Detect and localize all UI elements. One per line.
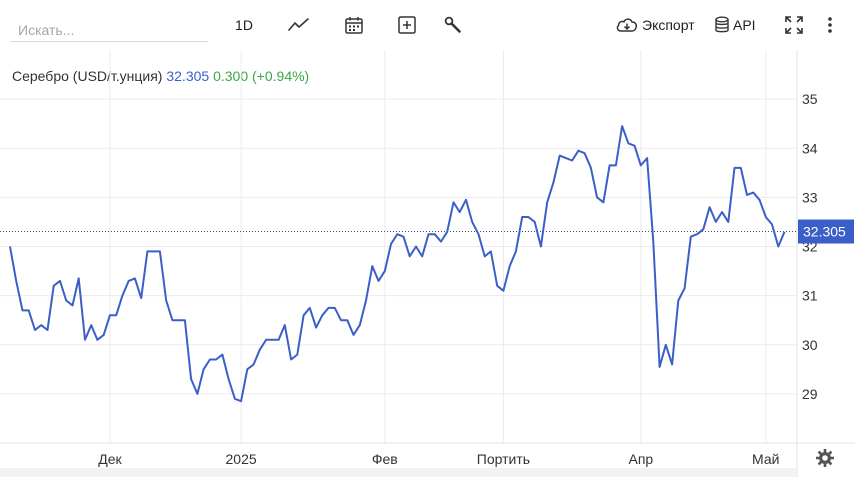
export-button[interactable]: Экспорт bbox=[642, 17, 695, 33]
y-tick-label: 34 bbox=[802, 140, 818, 156]
fullscreen-icon[interactable] bbox=[781, 11, 807, 39]
gear-icon[interactable] bbox=[814, 447, 836, 469]
line-chart-icon[interactable] bbox=[286, 11, 312, 39]
timeline-scrollbar[interactable] bbox=[0, 468, 797, 477]
add-indicator-icon[interactable] bbox=[394, 11, 420, 39]
last-price-badge: 32.305 bbox=[798, 219, 854, 244]
price-change-percent: (+0.94%) bbox=[252, 68, 310, 84]
y-tick-label: 29 bbox=[802, 386, 818, 402]
cloud-download-icon[interactable] bbox=[614, 11, 640, 39]
x-tick-label: 2025 bbox=[226, 451, 257, 467]
x-tick-label: Май bbox=[752, 451, 779, 467]
database-icon[interactable] bbox=[712, 11, 732, 39]
y-tick-label: 33 bbox=[802, 189, 818, 205]
interval-button[interactable]: 1D bbox=[235, 17, 253, 33]
wrench-icon[interactable] bbox=[440, 11, 466, 39]
toolbar: 1D Экспорт bbox=[0, 0, 855, 50]
calendar-icon[interactable] bbox=[341, 11, 367, 39]
x-tick-label: Апр bbox=[628, 451, 653, 467]
last-price-badge-label: 32.305 bbox=[803, 224, 846, 240]
x-tick-label: Портить bbox=[477, 451, 530, 467]
price-series-line bbox=[9, 125, 786, 403]
x-tick-label: Дек bbox=[98, 451, 122, 467]
instrument-name: Серебро (USD/т.унция) bbox=[12, 68, 163, 84]
y-tick-label: 30 bbox=[802, 337, 818, 353]
y-tick-label: 35 bbox=[802, 91, 818, 107]
search-input[interactable] bbox=[10, 14, 208, 42]
more-vertical-icon[interactable] bbox=[820, 11, 840, 39]
last-price: 32.305 bbox=[166, 68, 210, 84]
x-tick-label: Фев bbox=[372, 451, 398, 467]
y-tick-label: 31 bbox=[802, 288, 818, 304]
chart-legend: Серебро (USD/т.унция) 32.305 0.300 (+0.9… bbox=[12, 68, 309, 84]
api-button[interactable]: API bbox=[733, 17, 756, 33]
price-change: 0.300 bbox=[213, 68, 249, 84]
